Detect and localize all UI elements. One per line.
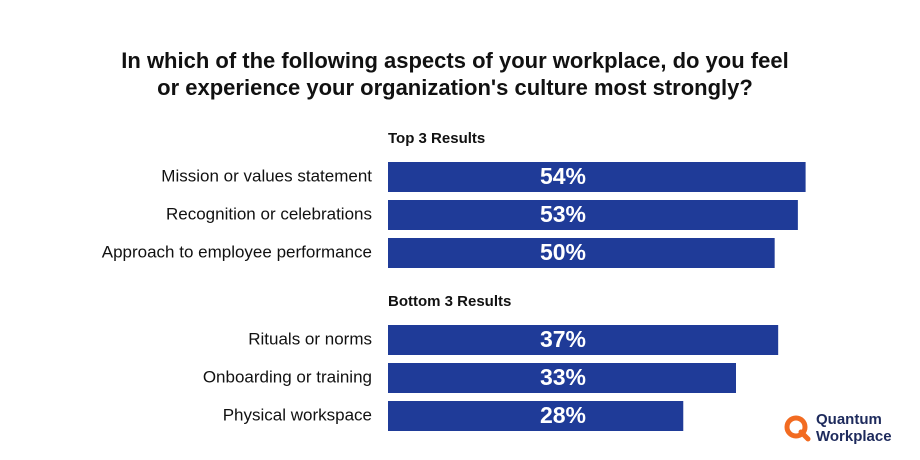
value-label: 54% [540,163,586,189]
bar [388,238,775,268]
logo-text: Quantum [816,411,882,428]
value-label: 33% [540,364,586,390]
category-label: Physical workspace [223,405,372,424]
group-header: Top 3 Results [388,130,485,147]
bar [388,325,779,355]
value-label: 53% [540,201,586,227]
logo: Quantum Workplace [784,411,892,445]
category-label: Mission or values statement [161,166,372,185]
category-label: Rituals or norms [248,329,372,348]
chart-title: or experience your organization's cultur… [157,75,753,100]
value-label: 50% [540,239,586,265]
category-label: Recognition or celebrations [166,204,372,223]
value-label: 37% [540,326,586,352]
value-label: 28% [540,402,586,428]
category-label: Onboarding or training [203,367,372,386]
bar [388,200,798,230]
logo-text: Workplace [816,428,892,445]
chart-title: In which of the following aspects of you… [121,48,788,73]
bar [388,401,684,431]
group-header: Bottom 3 Results [388,293,511,310]
logo-icon [784,415,808,439]
category-label: Approach to employee performance [102,242,372,261]
logo-icon [798,429,811,442]
bar [388,162,806,192]
bar [388,363,736,393]
